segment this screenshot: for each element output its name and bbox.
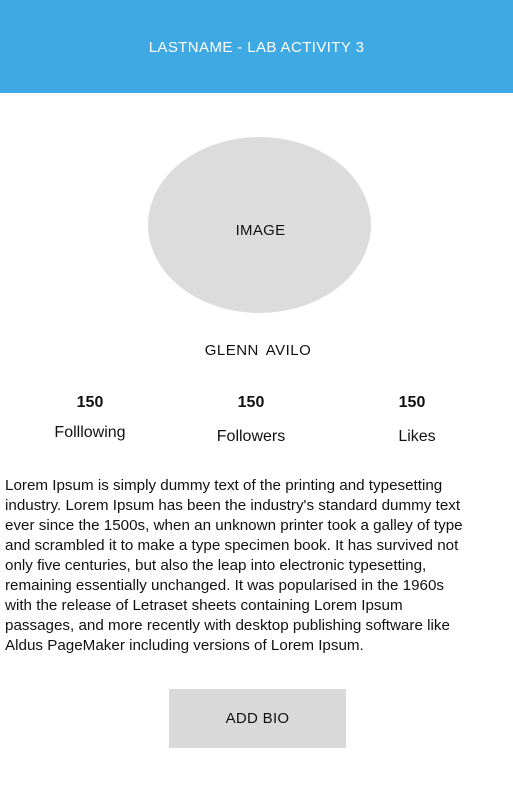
stat-likes: 150 Likes — [352, 394, 472, 446]
app-header: LASTNAME - LAB ACTIVITY 3 — [0, 0, 513, 93]
profile-name: GLENN AVILO — [204, 342, 312, 359]
page-title: LASTNAME - LAB ACTIVITY 3 — [148, 39, 365, 56]
following-label: Folllowing — [54, 424, 126, 441]
stat-followers: 150 Followers — [191, 394, 311, 446]
stat-following: 150 Folllowing — [30, 394, 150, 442]
profile-image-placeholder: IMAGE — [148, 137, 371, 313]
following-count: 150 — [76, 394, 104, 411]
followers-count: 150 — [237, 394, 265, 411]
image-placeholder-label: IMAGE — [235, 221, 286, 239]
likes-count: 150 — [398, 394, 426, 411]
likes-label: Likes — [398, 428, 436, 445]
add-bio-button[interactable]: ADD BIO — [169, 689, 346, 748]
bio-text: Lorem Ipsum is simply dummy text of the … — [5, 477, 463, 654]
followers-label: Followers — [216, 428, 286, 445]
